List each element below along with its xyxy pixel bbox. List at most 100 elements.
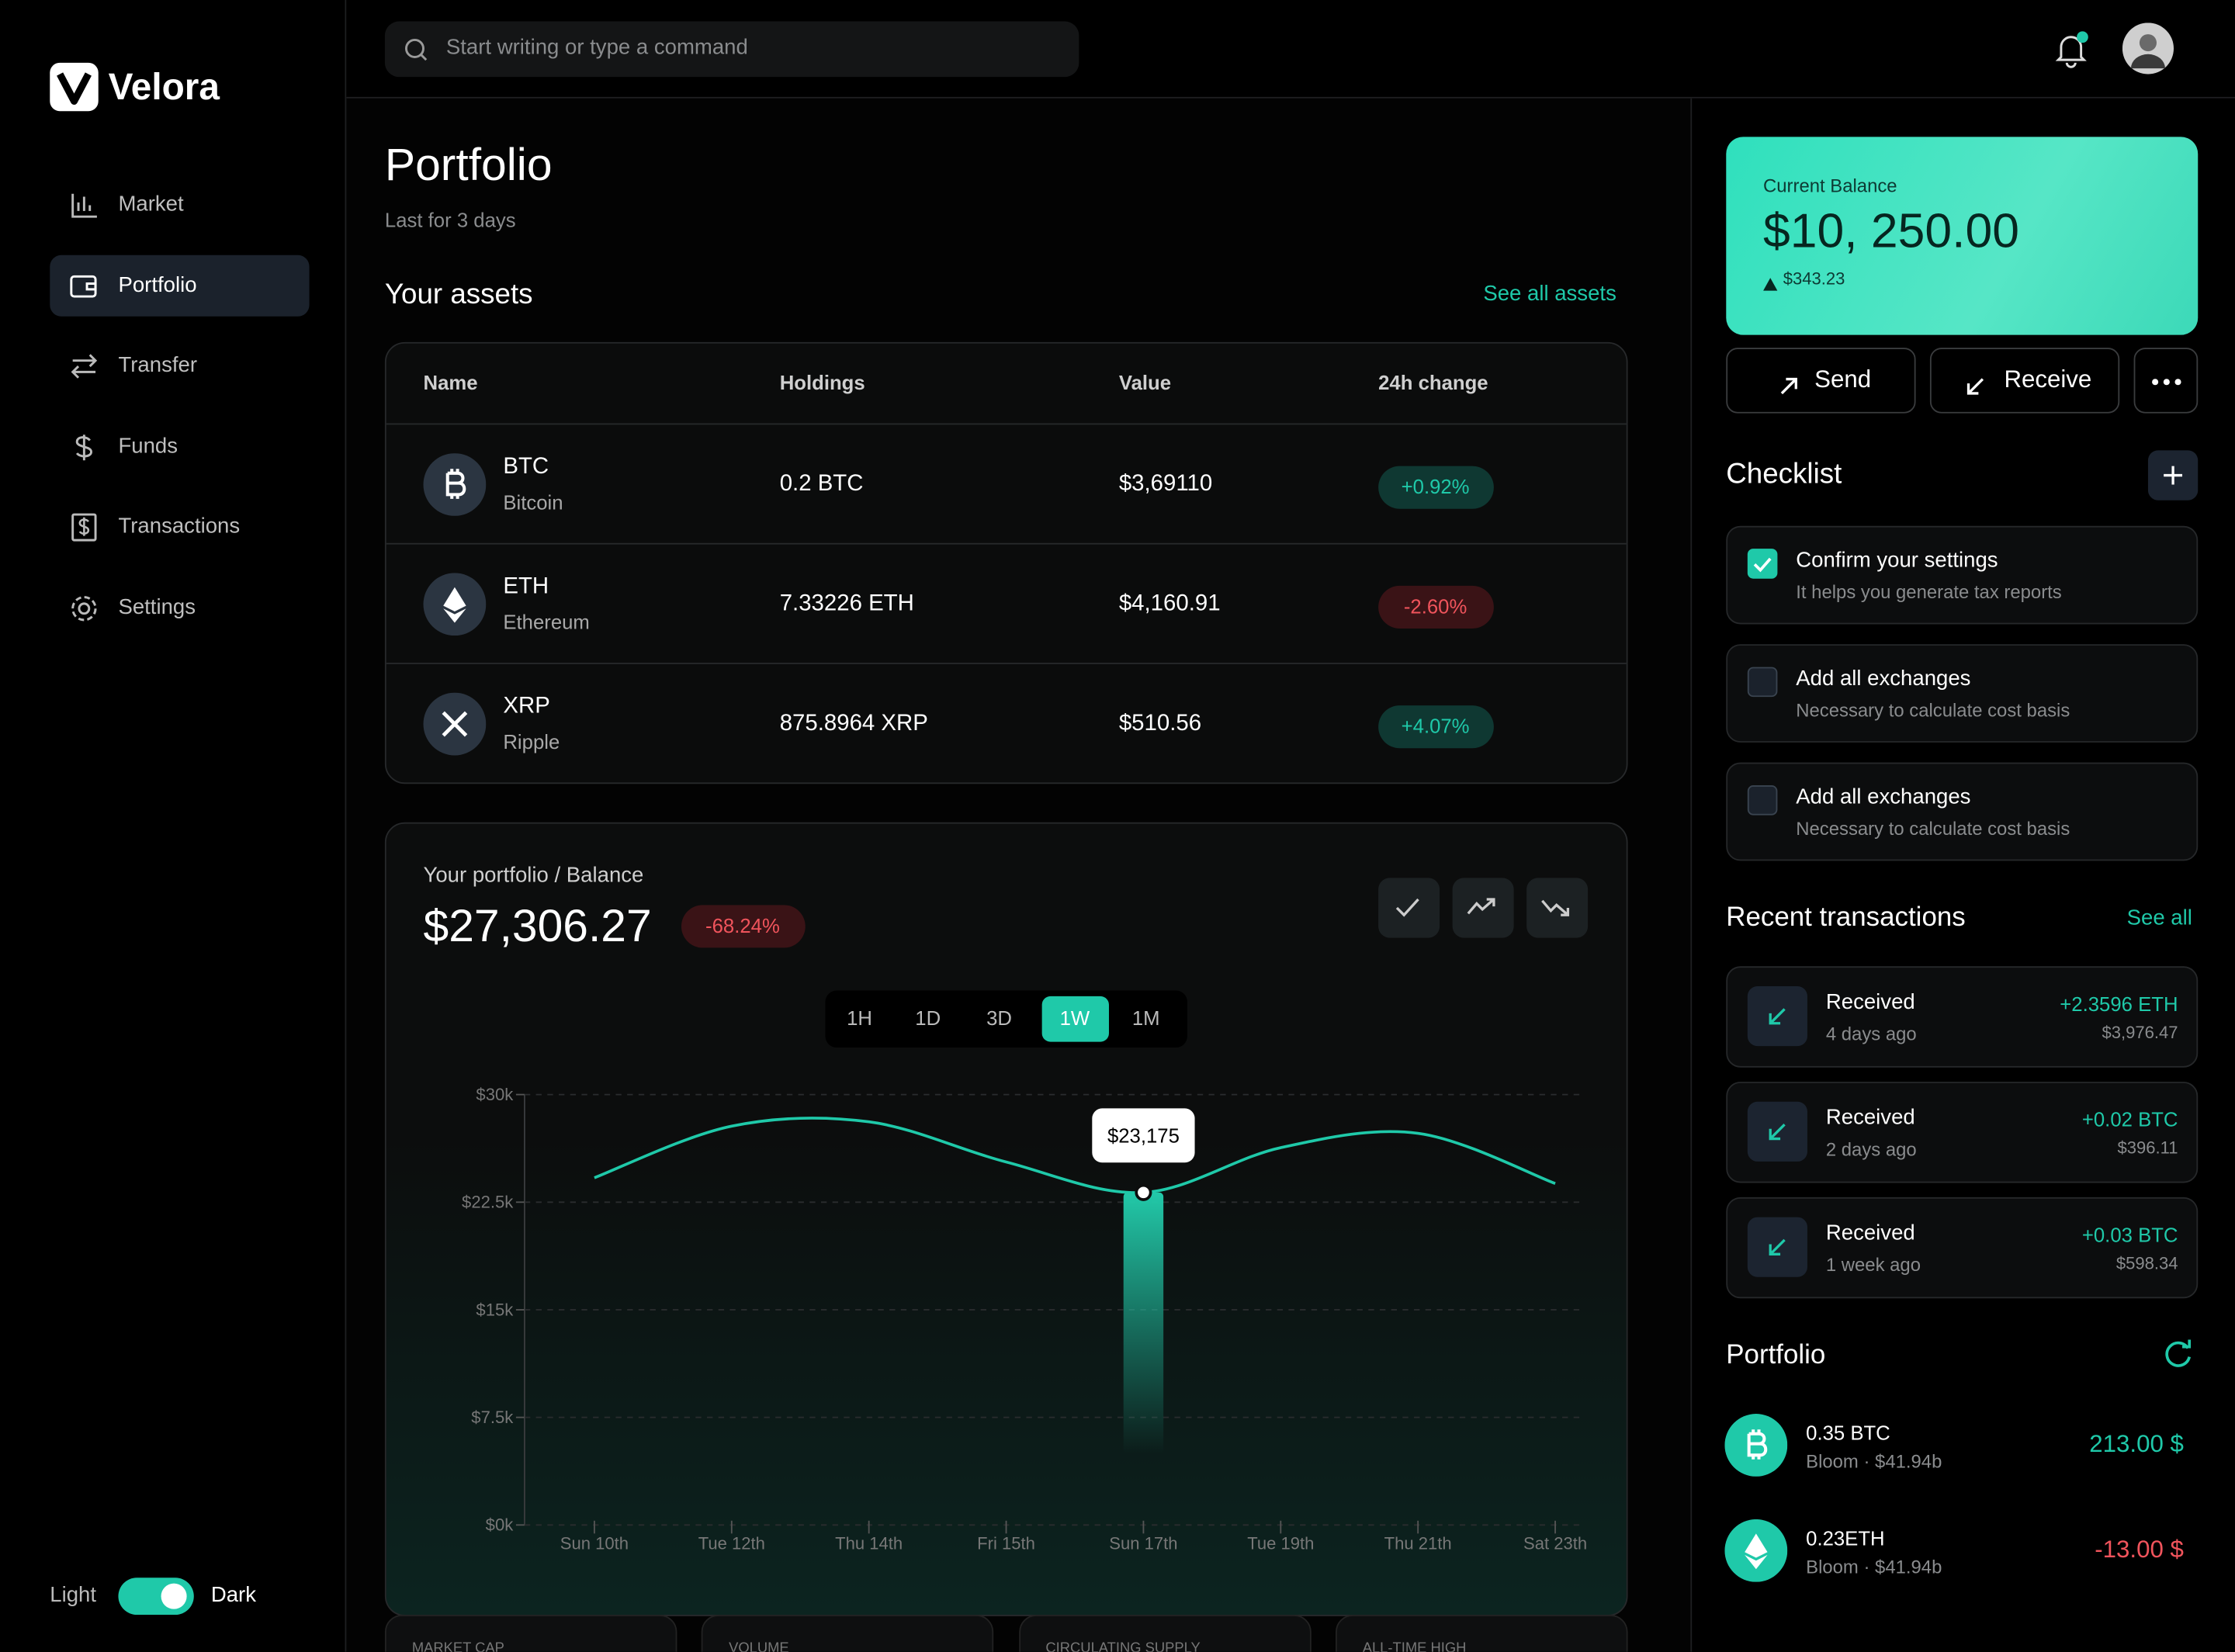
- checklist-note: Necessary to calculate cost basis: [1796, 818, 2070, 840]
- icon-part: [1966, 378, 1984, 395]
- nav-item[interactable]: Transfer: [118, 353, 198, 378]
- transaction-time: 1 week ago: [1825, 1254, 1921, 1276]
- period-tab[interactable]: 1M: [1131, 1006, 1160, 1030]
- asset-icon: [423, 692, 487, 756]
- stat-label: VOLUME: [729, 1640, 789, 1652]
- row-divider: [386, 663, 1627, 664]
- period-tab[interactable]: 1H: [847, 1006, 872, 1030]
- balance-card: [1726, 137, 2199, 335]
- sidebar: [0, 0, 347, 1652]
- transaction-time: 2 days ago: [1825, 1138, 1917, 1160]
- logo-mark: [50, 62, 99, 112]
- nav-item[interactable]: Portfolio: [118, 272, 197, 297]
- nav-item[interactable]: Transactions: [118, 514, 241, 539]
- column-header: Holdings: [779, 371, 865, 394]
- chart-card: [384, 822, 1628, 1616]
- icon-part: [443, 587, 466, 611]
- chart-mode-button[interactable]: [1526, 878, 1589, 938]
- holding-source: Bloom · $41.94b: [1806, 1556, 1942, 1578]
- transaction-time: 4 days ago: [1825, 1023, 1917, 1045]
- icon-part: [1763, 278, 1778, 291]
- add-button[interactable]: [2147, 450, 2199, 500]
- checklist-note: It helps you generate tax reports: [1796, 581, 2062, 603]
- icon-part: [1769, 1124, 1786, 1141]
- avatar[interactable]: [2122, 23, 2174, 74]
- nav-icon: [68, 431, 99, 462]
- toggle-knob: [161, 1583, 187, 1609]
- period-tab[interactable]: 1D: [915, 1006, 941, 1030]
- icon-part: [1753, 557, 1772, 573]
- period-tab[interactable]: 1W: [1059, 1006, 1090, 1030]
- transactions-link[interactable]: See all: [2126, 906, 2192, 930]
- action-button[interactable]: [1929, 348, 2120, 414]
- icon-part: [2130, 54, 2165, 69]
- period-tabs: [825, 990, 1187, 1048]
- period-tab[interactable]: 3D: [986, 1006, 1012, 1030]
- icon-part: [1966, 378, 1984, 395]
- chart-mode-button[interactable]: [1452, 878, 1514, 938]
- chart-change: -68.24%: [705, 913, 780, 937]
- nav-icon: [68, 270, 99, 301]
- nav-icon: [68, 351, 99, 382]
- checkbox[interactable]: [1747, 667, 1778, 698]
- stat-label: MARKET CAP: [411, 1640, 504, 1652]
- asset-value: $510.56: [1118, 711, 1202, 736]
- transaction-amount: +0.02 BTC: [2081, 1107, 2178, 1131]
- transaction-usd: $396.11: [2117, 1138, 2178, 1158]
- icon-part: [423, 573, 487, 636]
- theme-toggle[interactable]: [118, 1578, 194, 1616]
- icon-part: [2139, 34, 2157, 52]
- more-button[interactable]: [2133, 348, 2199, 414]
- column-header: Name: [423, 371, 478, 394]
- search-box[interactable]: [384, 21, 1079, 78]
- see-all-assets[interactable]: See all assets: [1483, 282, 1616, 307]
- icon-part: [1724, 1519, 1788, 1582]
- period-active[interactable]: [1041, 996, 1109, 1042]
- icon-part: [443, 608, 466, 623]
- icon-part: [1769, 1238, 1786, 1255]
- icon-part: [1745, 1533, 1768, 1570]
- icon-part: [70, 275, 97, 297]
- action-label[interactable]: Send: [1814, 365, 1872, 393]
- icon-part: [445, 469, 466, 499]
- chart-change-pill: [681, 905, 806, 948]
- checklist-title-text: Add all exchanges: [1796, 667, 1971, 691]
- nav-active[interactable]: [50, 255, 310, 317]
- nav-item[interactable]: Market: [118, 192, 184, 216]
- nav-item[interactable]: Settings: [118, 595, 196, 620]
- assets-title: Your assets: [384, 279, 533, 311]
- logo-v: [57, 72, 92, 105]
- icon-part: [1769, 1008, 1786, 1025]
- transaction-usd: $3,976.47: [2102, 1022, 2178, 1043]
- icon-part: [2164, 466, 2183, 485]
- refresh-icon[interactable]: [2162, 1339, 2193, 1371]
- theme-light: Light: [50, 1583, 97, 1608]
- icon-part: [2165, 1341, 2192, 1367]
- asset-name: Ethereum: [503, 610, 590, 634]
- bell-icon[interactable]: [2053, 30, 2092, 70]
- action-label[interactable]: Receive: [2004, 365, 2092, 393]
- balance-up: [1763, 272, 1778, 291]
- icon-part: [1724, 1414, 1788, 1477]
- holding-asset: 0.23ETH: [1806, 1526, 1885, 1550]
- icon-part: [2165, 1339, 2192, 1367]
- icon-part: [1541, 899, 1570, 916]
- asset-holdings: 875.8964 XRP: [779, 711, 928, 736]
- stat-card: [384, 1615, 677, 1652]
- icon-part: [71, 596, 97, 622]
- asset-symbol: ETH: [503, 574, 549, 599]
- table-divider: [386, 423, 1627, 425]
- nav-item[interactable]: Funds: [118, 434, 178, 459]
- chart-mode-button[interactable]: [1378, 878, 1440, 938]
- checkbox[interactable]: [1747, 549, 1778, 579]
- action-button[interactable]: [1726, 348, 1916, 414]
- transaction-type: Received: [1825, 1105, 1915, 1131]
- asset-change: +4.07%: [1401, 714, 1470, 738]
- icon-part: [71, 354, 98, 379]
- asset-change: +0.92%: [1401, 475, 1470, 498]
- icon-part: [70, 275, 97, 297]
- checkbox[interactable]: [1747, 785, 1778, 816]
- change-pill: [1378, 705, 1494, 749]
- icon-part: [1395, 898, 1419, 917]
